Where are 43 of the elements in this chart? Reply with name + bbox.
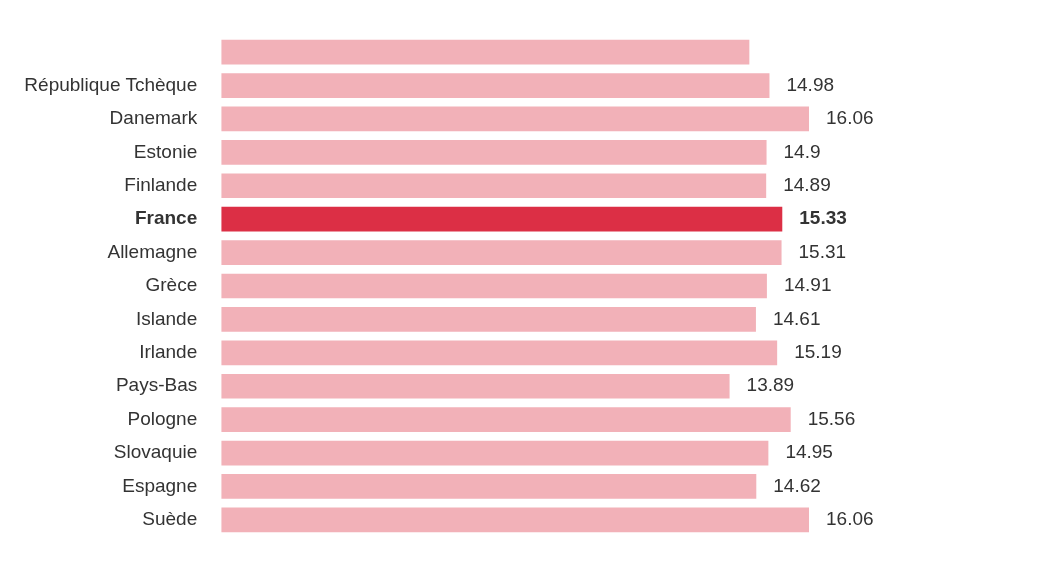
- bar: [221, 340, 778, 366]
- bar: [221, 507, 809, 533]
- data-label: 16.06: [826, 107, 874, 129]
- data-label: 15.56: [807, 407, 856, 429]
- bar: [221, 173, 767, 199]
- bar: [221, 39, 750, 65]
- bar: [221, 273, 767, 299]
- data-label: 13.89: [746, 374, 795, 396]
- bar: [221, 407, 791, 433]
- y-tick-label: Pologne: [127, 407, 198, 429]
- bar: [221, 373, 730, 399]
- y-tick-label: Suède: [142, 508, 198, 530]
- bar: [221, 106, 809, 132]
- data-label: 15.31: [798, 240, 847, 262]
- y-tick-label: Danemark: [109, 107, 198, 129]
- data-label: 14.62: [773, 474, 821, 496]
- y-tick-label: République Tchèque: [24, 73, 198, 95]
- data-label: 14.91: [783, 274, 832, 296]
- data-label: 14.61: [772, 307, 821, 329]
- y-tick-label: Slovaquie: [113, 441, 198, 463]
- bar: [221, 73, 770, 98]
- data-label: 15.19: [794, 341, 842, 363]
- data-label: 14.98: [786, 73, 835, 95]
- data-label: 15.33: [799, 207, 847, 229]
- bar: [221, 206, 783, 232]
- bar: [221, 474, 757, 499]
- y-tick-label: Grèce: [145, 274, 198, 296]
- bar: [221, 307, 756, 332]
- y-tick-label: Irlande: [139, 341, 198, 363]
- y-tick-label: Pays-Bas: [115, 374, 198, 396]
- bar: [221, 440, 769, 466]
- bar: [221, 139, 767, 165]
- y-tick-label: France: [134, 207, 198, 229]
- y-tick-label: Espagne: [122, 474, 198, 496]
- data-label: 16.06: [826, 508, 874, 530]
- y-tick-label: Finlande: [124, 173, 198, 195]
- y-tick-label: Estonie: [133, 140, 198, 162]
- y-tick-label: Islande: [135, 307, 198, 329]
- y-tick-label: Allemagne: [107, 240, 198, 262]
- data-label: 14.95: [785, 441, 833, 463]
- data-label: 14.89: [783, 173, 831, 195]
- data-label: 14.9: [783, 140, 821, 162]
- bar: [221, 240, 782, 265]
